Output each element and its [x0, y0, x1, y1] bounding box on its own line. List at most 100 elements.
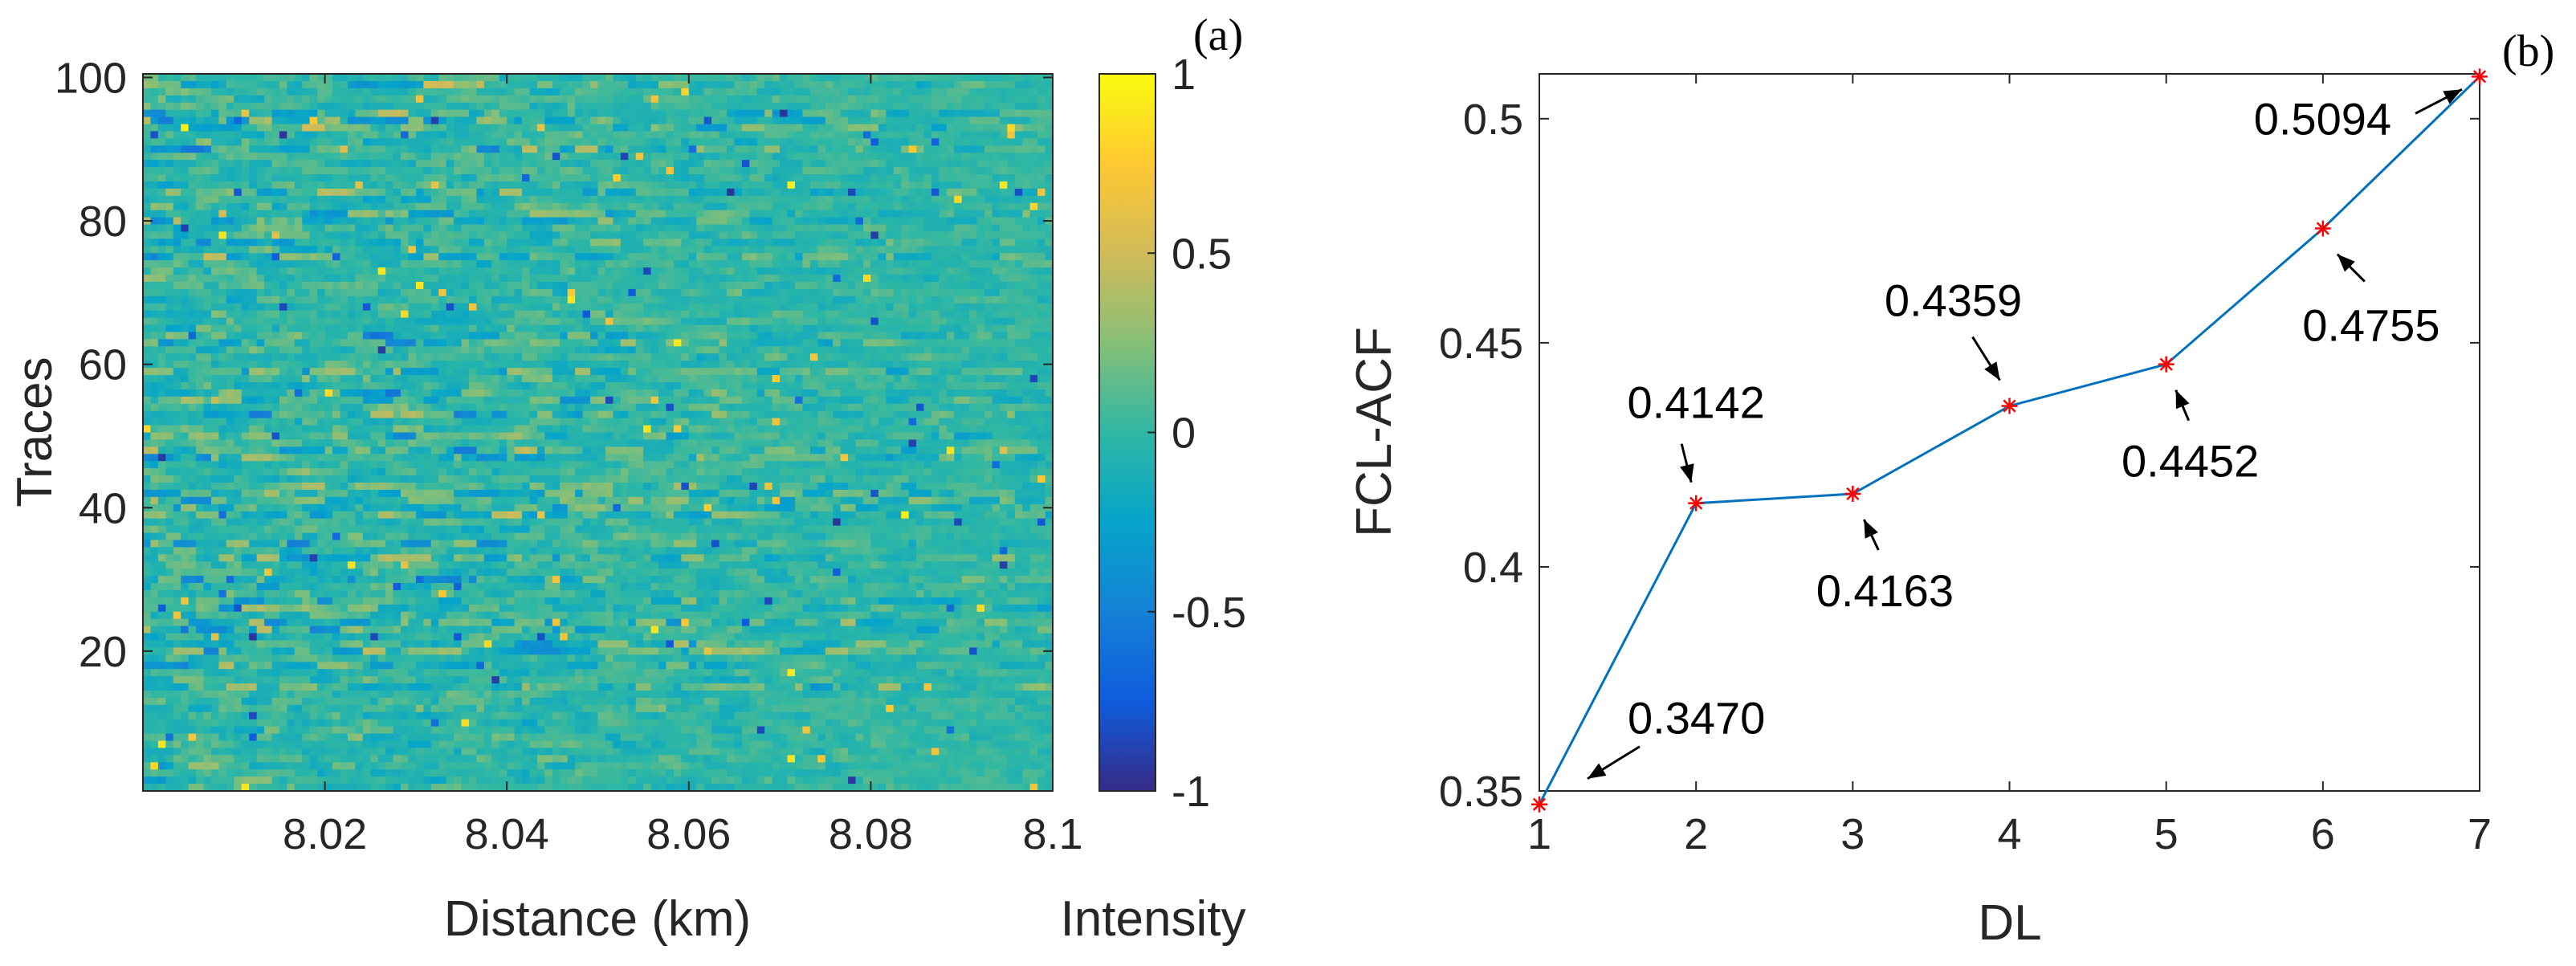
- heatmap-cell: [711, 174, 720, 182]
- heatmap-cell: [719, 124, 728, 132]
- heatmap-cell: [347, 181, 356, 190]
- heatmap-cell: [401, 224, 410, 233]
- heatmap-cell: [544, 95, 553, 104]
- heatmap-cell: [468, 124, 478, 132]
- heatmap-cell: [787, 246, 796, 254]
- heatmap-cell: [613, 95, 622, 104]
- heatmap-cell: [317, 202, 326, 211]
- heatmap-cell: [848, 296, 857, 304]
- heatmap-cell: [461, 188, 470, 197]
- heatmap-cell: [696, 317, 705, 326]
- heatmap-cell: [454, 188, 463, 197]
- heatmap-cell: [862, 181, 871, 190]
- heatmap-cell: [468, 368, 478, 376]
- heatmap-cell: [181, 102, 190, 111]
- heatmap-cell: [939, 317, 948, 326]
- heatmap-cell: [340, 95, 348, 104]
- heatmap-cell: [210, 80, 220, 89]
- heatmap-cell: [711, 202, 720, 211]
- heatmap-cell: [522, 317, 531, 326]
- heatmap-cell: [401, 124, 410, 132]
- heatmap-cell: [954, 324, 963, 333]
- heatmap-cell: [605, 310, 613, 319]
- heatmap-cell: [870, 267, 879, 275]
- heatmap-cell: [749, 238, 758, 247]
- heatmap-cell: [939, 109, 948, 118]
- heatmap-cell: [544, 181, 553, 190]
- heatmap-cell: [1037, 181, 1046, 190]
- heatmap-cell: [673, 361, 682, 369]
- heatmap-cell: [658, 80, 667, 89]
- heatmap-cell: [688, 260, 697, 268]
- heatmap-cell: [196, 210, 205, 218]
- heatmap-cell: [210, 253, 220, 261]
- heatmap-cell: [249, 368, 258, 376]
- heatmap-cell: [984, 317, 993, 326]
- heatmap-cell: [711, 153, 720, 161]
- heatmap-cell: [992, 145, 1001, 153]
- heatmap-cell: [658, 238, 667, 247]
- heatmap-cell: [483, 231, 492, 239]
- heatmap-cell: [802, 324, 811, 333]
- heatmap-cell: [939, 260, 948, 268]
- heatmap-cell: [150, 281, 159, 290]
- heatmap-cell: [499, 231, 507, 239]
- heatmap-cell: [886, 74, 895, 82]
- heatmap-cell: [916, 260, 925, 268]
- heatmap-cell: [939, 131, 948, 139]
- heatmap-cell: [362, 324, 371, 333]
- heatmap-cell: [491, 275, 500, 283]
- heatmap-cell: [1007, 153, 1016, 161]
- heatmap-cell: [514, 167, 523, 175]
- heatmap-cell: [332, 145, 341, 153]
- heatmap-cell: [590, 281, 599, 290]
- heatmap-cell: [590, 80, 599, 89]
- heatmap-cell: [150, 153, 159, 161]
- heatmap-cell: [340, 267, 348, 275]
- heatmap-cell: [916, 253, 925, 261]
- heatmap-cell: [210, 332, 220, 340]
- heatmap-cell: [560, 238, 569, 247]
- heatmap-cell: [529, 160, 538, 168]
- heatmap-cell: [309, 195, 318, 204]
- heatmap-cell: [430, 131, 439, 139]
- heatmap-cell: [772, 109, 781, 118]
- heatmap-cell: [234, 275, 243, 283]
- heatmap-cell: [165, 346, 174, 354]
- heatmap-cell: [181, 160, 190, 168]
- heatmap-cell: [188, 231, 197, 239]
- heatmap-cell: [613, 145, 622, 153]
- heatmap-cell: [165, 195, 174, 204]
- heatmap-cell: [575, 160, 584, 168]
- heatmap-cell: [522, 102, 531, 111]
- heatmap-cell: [840, 224, 849, 233]
- heatmap-cell: [1045, 188, 1054, 197]
- heatmap-cell: [703, 174, 712, 182]
- heatmap-cell: [377, 238, 386, 247]
- heatmap-cell: [423, 74, 432, 82]
- heatmap-cell: [203, 361, 212, 369]
- heatmap-cell: [408, 260, 417, 268]
- heatmap-cell: [309, 181, 318, 190]
- heatmap-cell: [681, 95, 690, 104]
- heatmap-cell: [901, 138, 910, 146]
- heatmap-cell: [961, 324, 970, 333]
- heatmap-cell: [507, 231, 516, 239]
- heatmap-cell: [946, 160, 955, 168]
- heatmap-cell: [961, 102, 970, 111]
- heatmap-cell: [719, 361, 728, 369]
- heatmap-cell: [271, 288, 280, 297]
- heatmap-cell: [324, 88, 333, 96]
- heatmap-cell: [954, 281, 963, 290]
- heatmap-cell: [969, 231, 978, 239]
- heatmap-cell: [961, 353, 970, 361]
- heatmap-cell: [1029, 353, 1038, 361]
- heatmap-cell: [355, 238, 364, 247]
- heatmap-cell: [954, 224, 963, 233]
- heatmap-cell: [1045, 116, 1054, 125]
- heatmap-cell: [1037, 174, 1046, 182]
- heatmap-cell: [165, 74, 174, 82]
- heatmap-cell: [468, 138, 478, 146]
- heatmap-cell: [1045, 260, 1054, 268]
